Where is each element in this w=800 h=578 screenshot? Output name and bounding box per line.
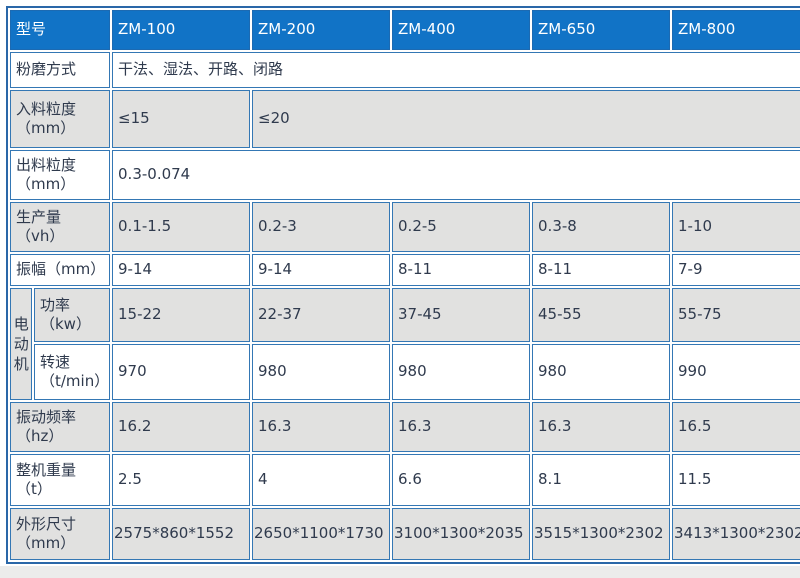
frequency-unit: （hz）	[16, 427, 64, 445]
cell-frequency-zm100: 16.2	[112, 402, 251, 452]
page-container: 型号 ZM-100 ZM-200 ZM-400 ZM-650 ZM-800 粉磨…	[0, 0, 800, 566]
cell-frequency-zm400: 16.3	[392, 402, 531, 452]
cell-amplitude-zm400: 8-11	[392, 254, 531, 286]
cell-power-zm400: 37-45	[392, 288, 531, 342]
cell-power-zm800: 55-75	[672, 288, 800, 342]
header-model-zm100: ZM-100	[112, 10, 251, 50]
cell-weight-zm100: 2.5	[112, 454, 251, 506]
cell-capacity-zm650: 0.3-8	[532, 202, 671, 252]
cell-feed-rest: ≤20	[252, 90, 800, 148]
cell-speed-zm100: 970	[112, 344, 251, 400]
row-label-discharge-size: 出料粒度 （mm）	[10, 150, 111, 200]
feed-size-label: 入料粒度	[16, 99, 77, 118]
row-label-grinding-method: 粉磨方式	[10, 52, 111, 88]
row-label-feed-size: 入料粒度 （mm）	[10, 90, 111, 148]
cell-weight-zm650: 8.1	[532, 454, 671, 506]
cell-dimensions-zm100: 2575*860*1552	[112, 508, 251, 560]
cell-frequency-zm800: 16.5	[672, 402, 800, 452]
motor-label: 电动机	[13, 314, 29, 374]
capacity-unit: （vh）	[16, 227, 65, 245]
row-motor-power: 电动机 功率 （kw） 15-22 22-37 37-45 45-55 55-7…	[10, 288, 800, 400]
cell-discharge: 0.3-0.074	[112, 150, 800, 200]
row-label-amplitude: 振幅（mm）	[10, 254, 111, 286]
row-weight: 整机重量 （t） 2.5 4 6.6 8.1 11.5	[10, 454, 800, 506]
cell-capacity-zm100: 0.1-1.5	[112, 202, 251, 252]
weight-unit: （t）	[16, 480, 52, 498]
row-dimensions: 外形尺寸 （mm） 2575*860*1552 2650*1100*1730 3…	[10, 508, 800, 560]
cell-capacity-zm200: 0.2-3	[252, 202, 391, 252]
cell-dimensions-zm650: 3515*1300*2302	[532, 508, 671, 560]
cell-frequency-zm650: 16.3	[532, 402, 671, 452]
row-motor-speed: 转速 （t/min） 970 980 980 980 990	[10, 344, 800, 400]
row-capacity: 生产量 （vh） 0.1-1.5 0.2-3 0.2-5 0.3-8 1-10	[10, 202, 800, 252]
header-model-zm650: ZM-650	[532, 10, 671, 50]
feed-size-unit: （mm）	[16, 119, 76, 137]
motor-power-unit: （kw）	[40, 315, 91, 333]
cell-dimensions-zm800: 3413*1300*2302	[672, 508, 800, 560]
motor-power-label: 功率	[40, 295, 71, 314]
cell-feed-zm100: ≤15	[112, 90, 251, 148]
discharge-size-unit: （mm）	[16, 175, 76, 193]
row-discharge-size: 出料粒度 （mm） 0.3-0.074	[10, 150, 800, 200]
discharge-size-label: 出料粒度	[16, 155, 77, 174]
header-model-zm200: ZM-200	[252, 10, 391, 50]
motor-speed-unit: （t/min）	[40, 372, 110, 390]
cell-speed-zm400: 980	[392, 344, 531, 400]
row-label-weight: 整机重量 （t）	[10, 454, 111, 506]
row-label-frequency: 振动频率 （hz）	[10, 402, 111, 452]
dimensions-label: 外形尺寸	[16, 514, 77, 533]
spec-table: 型号 ZM-100 ZM-200 ZM-400 ZM-650 ZM-800 粉磨…	[6, 6, 800, 564]
row-label-motor: 电动机	[10, 288, 32, 400]
header-model-zm800: ZM-800	[672, 10, 800, 50]
cell-power-zm200: 22-37	[252, 288, 391, 342]
frequency-label: 振动频率	[16, 407, 77, 426]
cell-power-zm100: 15-22	[112, 288, 251, 342]
cell-speed-zm200: 980	[252, 344, 391, 400]
cell-frequency-zm200: 16.3	[252, 402, 391, 452]
cell-speed-zm650: 980	[532, 344, 671, 400]
cell-amplitude-zm200: 9-14	[252, 254, 391, 286]
header-model-label: 型号	[10, 10, 111, 50]
row-label-motor-power: 功率 （kw）	[34, 288, 111, 342]
row-grinding-method: 粉磨方式 干法、湿法、开路、闭路	[10, 52, 800, 88]
dimensions-unit: （mm）	[16, 534, 76, 552]
row-amplitude: 振幅（mm） 9-14 9-14 8-11 8-11 7-9	[10, 254, 800, 286]
row-label-motor-speed: 转速 （t/min）	[34, 344, 111, 400]
cell-weight-zm800: 11.5	[672, 454, 800, 506]
row-label-capacity: 生产量 （vh）	[10, 202, 111, 252]
cell-weight-zm400: 6.6	[392, 454, 531, 506]
motor-speed-label: 转速	[40, 352, 71, 371]
cell-speed-zm800: 990	[672, 344, 800, 400]
cell-power-zm650: 45-55	[532, 288, 671, 342]
cell-dimensions-zm400: 3100*1300*2035	[392, 508, 531, 560]
cell-capacity-zm400: 0.2-5	[392, 202, 531, 252]
header-row: 型号 ZM-100 ZM-200 ZM-400 ZM-650 ZM-800	[10, 10, 800, 50]
cell-amplitude-zm650: 8-11	[532, 254, 671, 286]
cell-capacity-zm800: 1-10	[672, 202, 800, 252]
weight-label: 整机重量	[16, 460, 77, 479]
row-feed-size: 入料粒度 （mm） ≤15 ≤20	[10, 90, 800, 148]
cell-amplitude-zm800: 7-9	[672, 254, 800, 286]
header-model-zm400: ZM-400	[392, 10, 531, 50]
row-frequency: 振动频率 （hz） 16.2 16.3 16.3 16.3 16.5	[10, 402, 800, 452]
cell-amplitude-zm100: 9-14	[112, 254, 251, 286]
cell-weight-zm200: 4	[252, 454, 391, 506]
capacity-label: 生产量	[16, 207, 62, 226]
cell-grinding-method: 干法、湿法、开路、闭路	[112, 52, 800, 88]
row-label-dimensions: 外形尺寸 （mm）	[10, 508, 111, 560]
cell-dimensions-zm200: 2650*1100*1730	[252, 508, 391, 560]
